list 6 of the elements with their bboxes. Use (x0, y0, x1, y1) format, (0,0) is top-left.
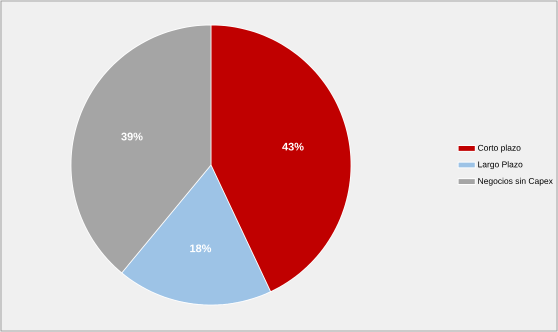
legend-label: Negocios sin Capex (478, 178, 553, 186)
legend-label: Corto plazo (478, 144, 521, 152)
legend-label: Largo Plazo (478, 161, 522, 170)
data-label: 43% (282, 142, 304, 151)
data-label: 18% (190, 244, 212, 252)
data-label: 39% (121, 132, 143, 140)
